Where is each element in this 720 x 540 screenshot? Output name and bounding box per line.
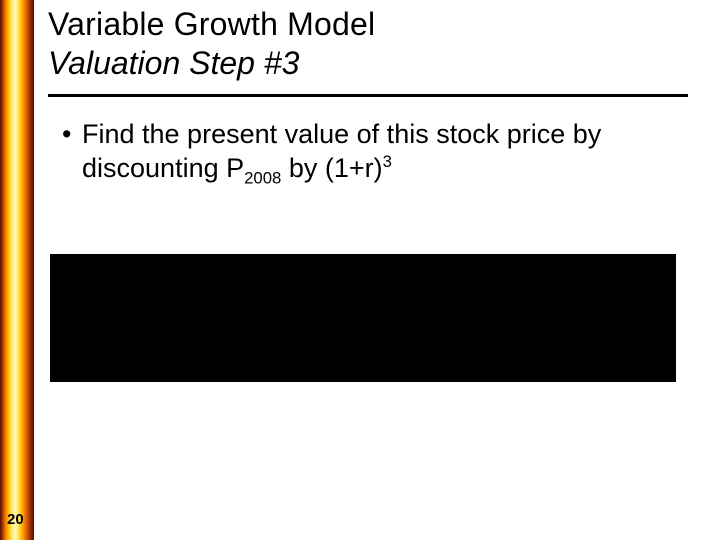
header-underline <box>48 94 688 97</box>
slide-header: Variable Growth Model Valuation Step #3 <box>48 6 688 82</box>
bullet-superscript: 3 <box>383 152 392 171</box>
slide: Variable Growth Model Valuation Step #3 … <box>0 0 720 540</box>
bullet-text-mid: by (1+r) <box>281 153 382 183</box>
bullet-subscript: 2008 <box>244 168 281 187</box>
slide-body: • Find the present value of this stock p… <box>62 118 682 186</box>
bullet-marker: • <box>62 118 82 152</box>
slide-subtitle: Valuation Step #3 <box>48 45 688 82</box>
flame-band-decoration <box>0 0 34 540</box>
formula-placeholder-block <box>50 254 676 382</box>
bullet-text: Find the present value of this stock pri… <box>82 118 682 186</box>
slide-title: Variable Growth Model <box>48 6 688 43</box>
bullet-item: • Find the present value of this stock p… <box>62 118 682 186</box>
page-number: 20 <box>7 511 24 528</box>
